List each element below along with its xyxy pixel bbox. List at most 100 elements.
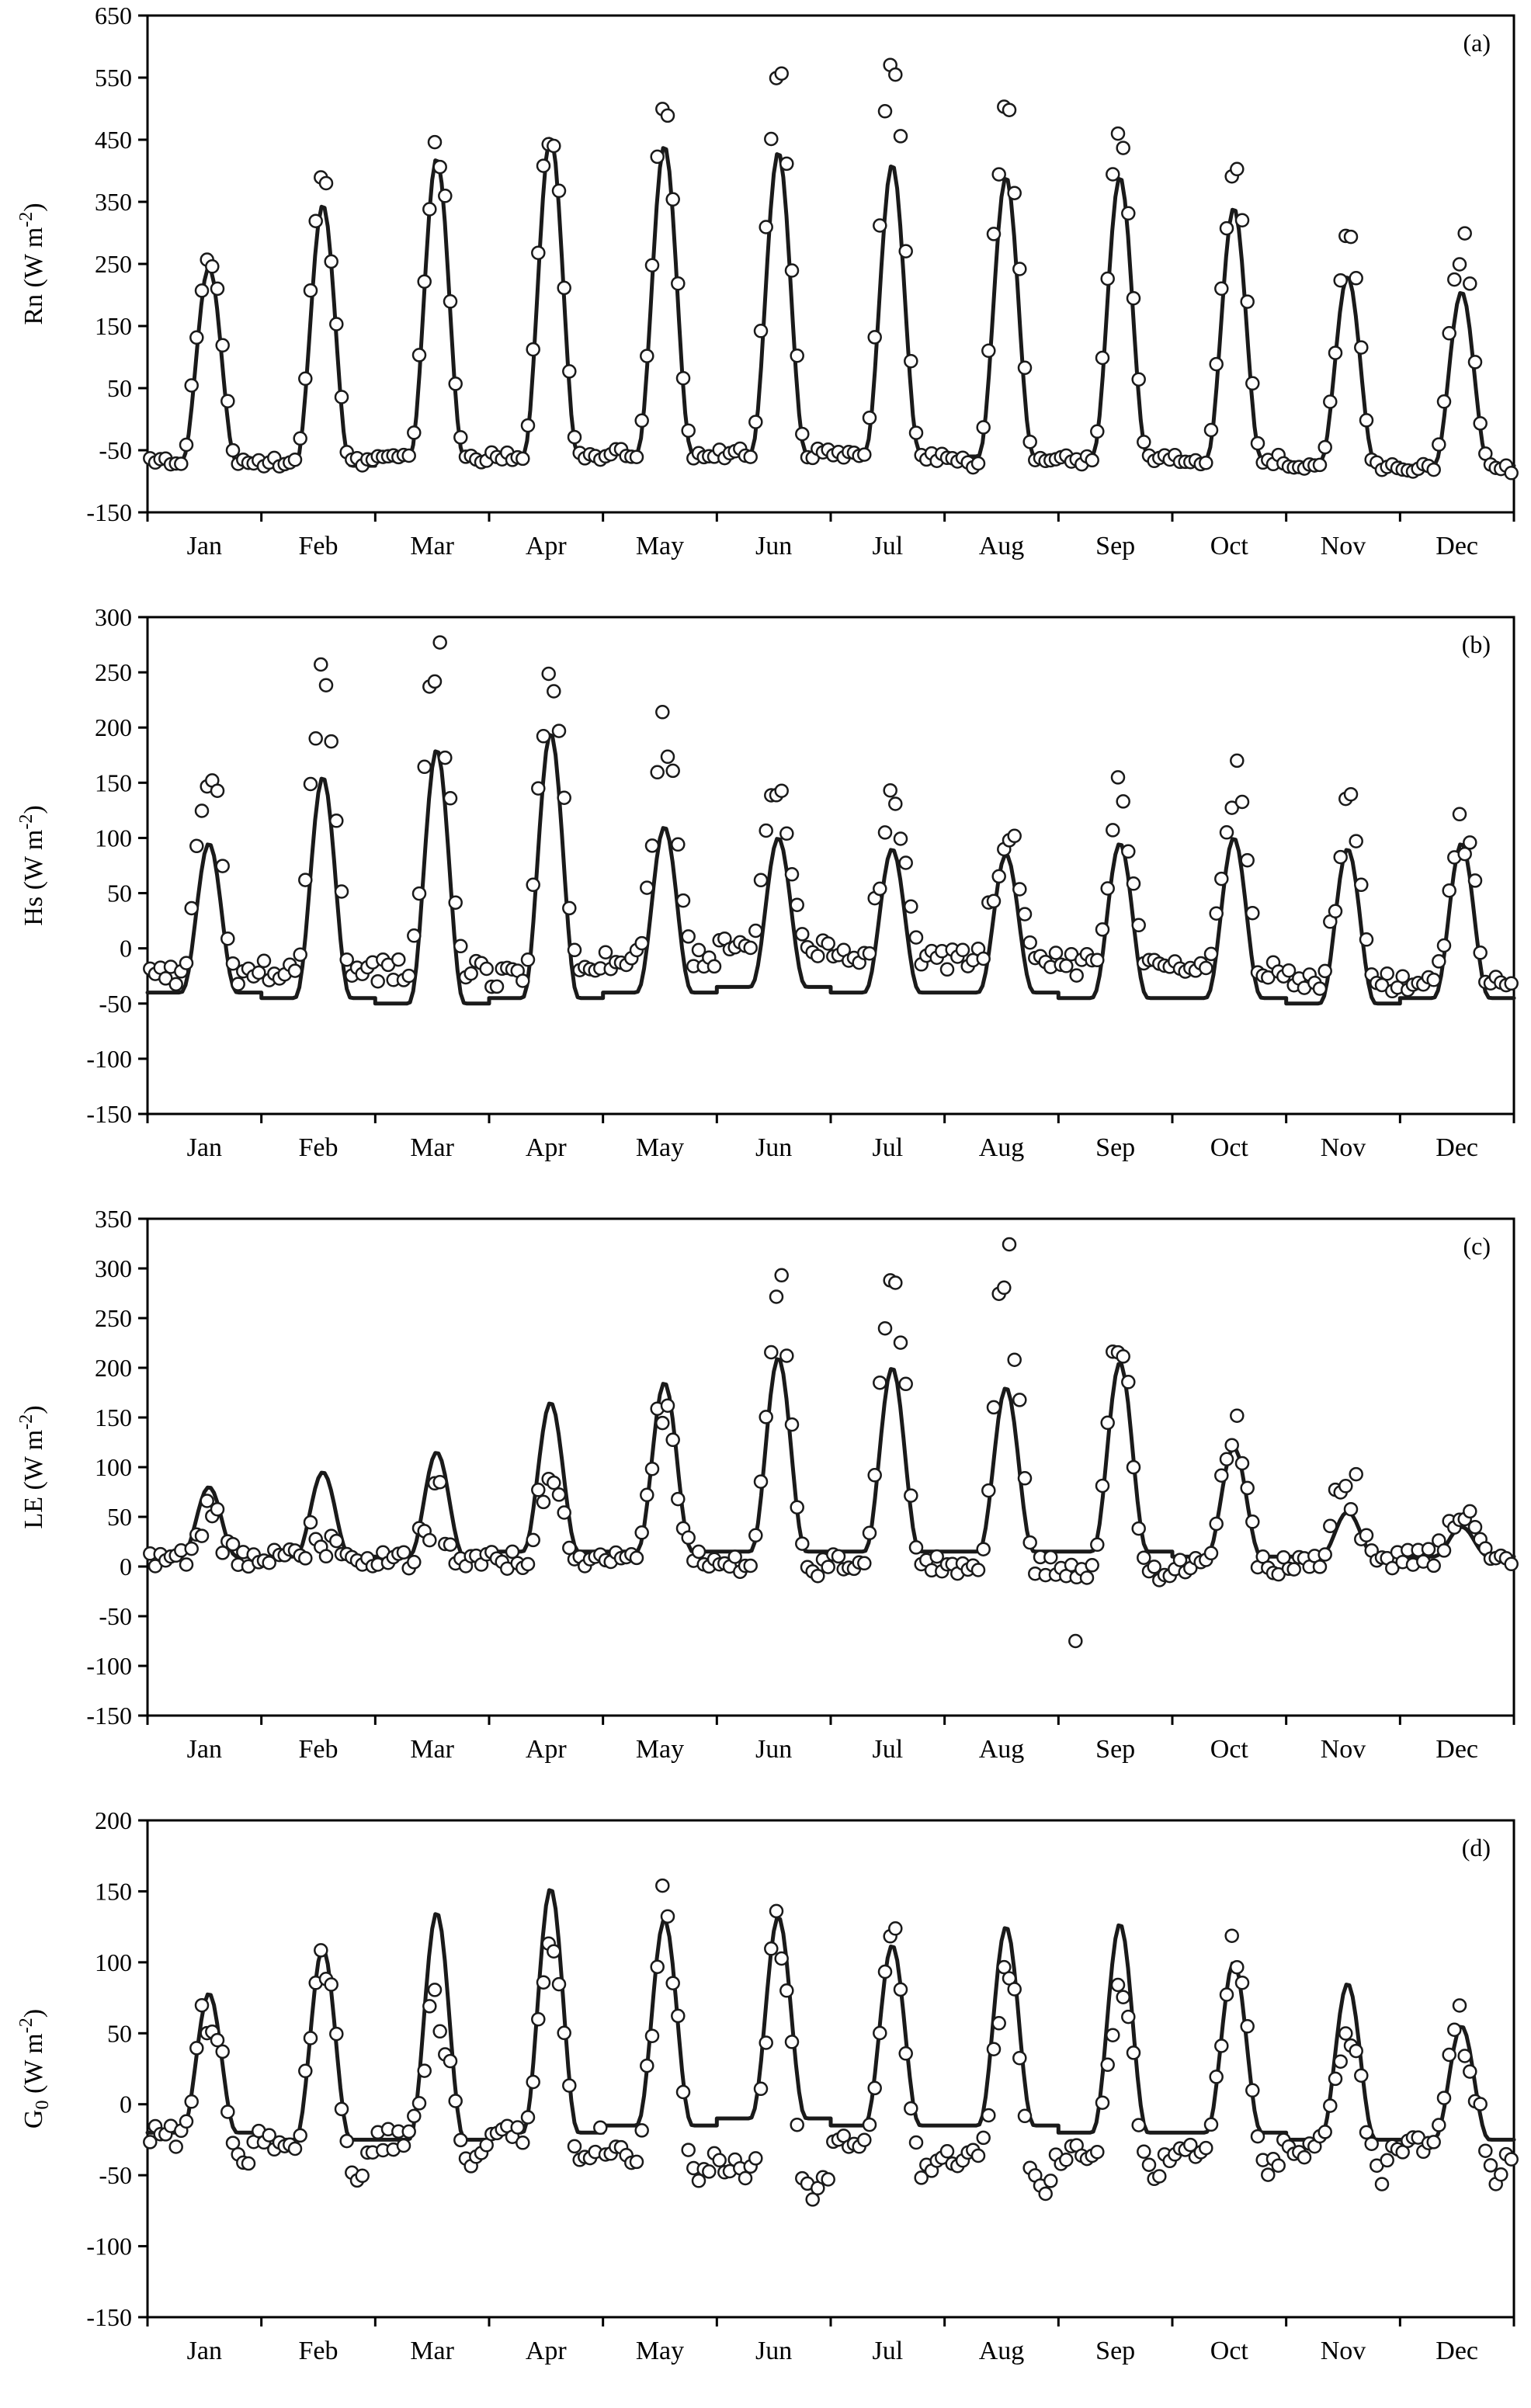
data-point (200, 1494, 214, 1508)
data-point (536, 1975, 551, 1990)
x-tick-label: May (636, 1735, 684, 1764)
data-point (671, 2008, 686, 2024)
data-point (873, 1375, 887, 1390)
data-point (1147, 1560, 1161, 1574)
data-point (225, 1536, 241, 1552)
data-point (547, 1475, 561, 1490)
y-tick-label: 250 (95, 1304, 132, 1332)
data-point (1100, 1415, 1115, 1431)
data-point (205, 259, 220, 274)
data-point (1245, 2083, 1260, 2098)
data-point (629, 2154, 644, 2170)
data-point (986, 1400, 1002, 1415)
data-point (1323, 2098, 1338, 2113)
data-point (1090, 2144, 1105, 2160)
data-point (1395, 969, 1410, 984)
data-point (976, 420, 991, 435)
data-point (671, 276, 686, 291)
data-point (873, 218, 887, 233)
data-point (981, 343, 996, 359)
data-point (650, 765, 665, 780)
data-point (520, 1556, 536, 1572)
data-point (893, 129, 908, 144)
data-point (1209, 2070, 1224, 2084)
observation-points (143, 57, 1519, 481)
data-point (795, 1536, 810, 1551)
data-point (774, 66, 789, 81)
data-point (1079, 1570, 1095, 1585)
data-point (438, 189, 453, 203)
data-point (1359, 2125, 1374, 2140)
data-point (1152, 2169, 1167, 2184)
data-point (981, 2108, 996, 2123)
data-point (1467, 873, 1483, 888)
data-point (1240, 1480, 1255, 1496)
data-point (784, 1417, 800, 1432)
data-point (665, 1976, 680, 1990)
data-point (970, 1563, 986, 1577)
data-point (411, 2096, 427, 2111)
data-point (764, 1345, 779, 1360)
data-point (355, 2168, 370, 2184)
data-point (526, 877, 540, 893)
data-point (562, 1540, 577, 1556)
x-tick-label: Nov (1321, 1133, 1366, 1162)
data-point (1338, 2026, 1353, 2041)
data-point (1199, 2140, 1213, 2156)
data-point (557, 1505, 571, 1520)
data-point (329, 2026, 344, 2042)
data-point (1452, 1998, 1467, 2013)
x-tick-label: Jan (187, 2337, 222, 2365)
data-point (655, 705, 670, 720)
data-point (671, 837, 686, 852)
data-point (1442, 883, 1456, 898)
x-tick-label: Jun (755, 532, 792, 560)
data-point (862, 2117, 877, 2132)
y-tick-label: -150 (86, 1702, 132, 1730)
data-point (1095, 922, 1110, 937)
data-point (1012, 262, 1027, 276)
y-axis-title: G0 (W m-2) (16, 2009, 53, 2129)
data-point (873, 881, 887, 897)
x-tick-label: Mar (410, 2337, 454, 2365)
data-point (1354, 877, 1369, 893)
x-tick-label: Feb (299, 532, 338, 560)
data-point (665, 192, 680, 207)
data-point (1463, 835, 1477, 850)
data-point (547, 138, 561, 154)
data-point (976, 2130, 991, 2146)
data-point (1261, 970, 1276, 985)
data-point (1463, 2064, 1477, 2079)
data-point (691, 2174, 706, 2188)
data-point (210, 783, 225, 798)
data-point (448, 376, 463, 391)
data-point (774, 1268, 789, 1283)
data-point (1374, 977, 1390, 993)
data-point (821, 936, 835, 951)
data-point (1426, 2135, 1441, 2150)
data-point (417, 274, 432, 289)
data-point (194, 803, 210, 818)
x-tick-label: Mar (410, 1133, 454, 1162)
data-point (759, 1410, 773, 1424)
data-point (1059, 2153, 1074, 2167)
data-point (790, 2117, 804, 2132)
data-point (1312, 457, 1328, 473)
data-point (1230, 161, 1245, 177)
data-point (790, 348, 804, 363)
svg-text:G0 (W m-2): G0 (W m-2) (16, 2009, 53, 2129)
chart-a: 650 550 450 350 250 150 50 -50 -150 Jan Feb Mar Apr M… (16, 2, 1519, 560)
data-point (904, 899, 918, 914)
data-point (898, 1376, 913, 1392)
data-point (370, 973, 385, 989)
data-point (215, 1546, 230, 1560)
data-point (516, 2136, 530, 2150)
data-point (997, 1280, 1012, 1296)
data-point (1116, 1349, 1130, 1364)
data-point (991, 2016, 1006, 2031)
data-point (547, 1944, 561, 1959)
data-point (396, 1545, 411, 1560)
data-point (795, 927, 810, 942)
x-tick-label: Feb (299, 1133, 338, 1162)
data-point (1214, 871, 1229, 887)
